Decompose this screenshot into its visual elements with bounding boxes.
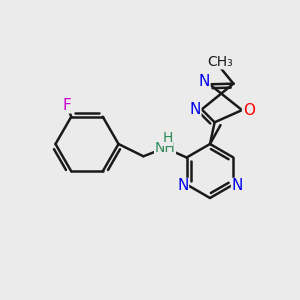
Text: CH₃: CH₃ — [207, 55, 233, 69]
Text: O: O — [243, 103, 255, 118]
Text: F: F — [62, 98, 71, 113]
Text: N: N — [199, 74, 210, 89]
Text: N: N — [177, 178, 188, 194]
Text: NH: NH — [154, 141, 176, 155]
Text: H: H — [162, 131, 172, 145]
Text: N: N — [189, 102, 201, 117]
Text: N: N — [232, 178, 243, 194]
